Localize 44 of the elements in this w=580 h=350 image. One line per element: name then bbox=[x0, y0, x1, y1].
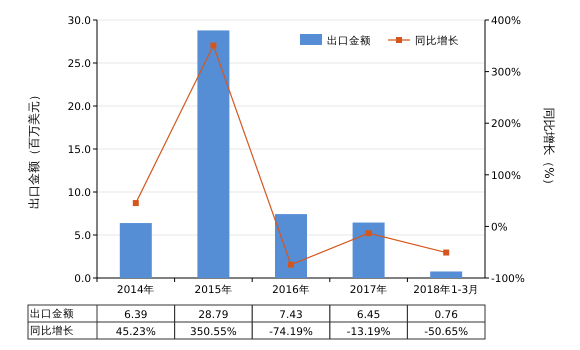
x-tick-label: 2018年1-3月 bbox=[413, 284, 480, 296]
point bbox=[443, 250, 450, 256]
y-tick-label: 0.0 bbox=[74, 273, 91, 285]
data-label: 0.76 bbox=[434, 309, 458, 321]
data-label: 28.79 bbox=[198, 309, 228, 321]
legend-label: 同比增长 bbox=[415, 34, 459, 47]
y2-tick-label: 300% bbox=[491, 66, 522, 79]
y2-tick-label: 400% bbox=[491, 15, 522, 27]
y2-tick-label: -100% bbox=[491, 273, 525, 285]
x-tick-label: 2015年 bbox=[194, 284, 232, 296]
legend-label: 出口金额 bbox=[327, 34, 371, 47]
point bbox=[288, 262, 294, 268]
data-label: 45.23% bbox=[116, 326, 156, 338]
data-label: 7.43 bbox=[279, 309, 303, 321]
bar bbox=[430, 271, 462, 278]
data-label: 6.45 bbox=[356, 309, 380, 321]
point bbox=[210, 42, 216, 49]
x-tick-label: 2014年 bbox=[116, 284, 155, 296]
text: 出口金额 bbox=[30, 308, 74, 320]
data-label: 350.55% bbox=[190, 326, 237, 338]
point bbox=[366, 230, 372, 236]
bar bbox=[275, 214, 307, 278]
bar bbox=[197, 30, 230, 278]
data-label: 6.39 bbox=[124, 309, 148, 321]
bar bbox=[120, 223, 152, 278]
x-tick-label: 2017年 bbox=[350, 284, 388, 296]
bar bbox=[352, 222, 385, 278]
x-tick-label: 2016年 bbox=[272, 284, 310, 296]
y-axis-title: 出口金额（百万美元） bbox=[27, 89, 41, 209]
y-tick-label: 25.0 bbox=[68, 58, 91, 70]
data-label: -50.65% bbox=[424, 326, 468, 338]
y-tick-label: 20.0 bbox=[68, 101, 91, 113]
y-tick-label: 10.0 bbox=[68, 187, 91, 199]
data-label: -74.19% bbox=[269, 326, 313, 338]
data-label: -13.19% bbox=[346, 326, 391, 338]
y2-tick-label: 0% bbox=[491, 221, 508, 234]
y-tick-label: 5.0 bbox=[74, 230, 91, 242]
y-tick-label: 15.0 bbox=[68, 144, 91, 156]
y2-tick-label: 100% bbox=[491, 170, 522, 182]
text: 同比增长 bbox=[30, 325, 74, 337]
y2-tick-label: 200% bbox=[491, 118, 522, 130]
point bbox=[132, 200, 139, 206]
y2-axis-title: 同比增长（%） bbox=[542, 107, 556, 191]
y-tick-label: 30.0 bbox=[68, 15, 91, 27]
